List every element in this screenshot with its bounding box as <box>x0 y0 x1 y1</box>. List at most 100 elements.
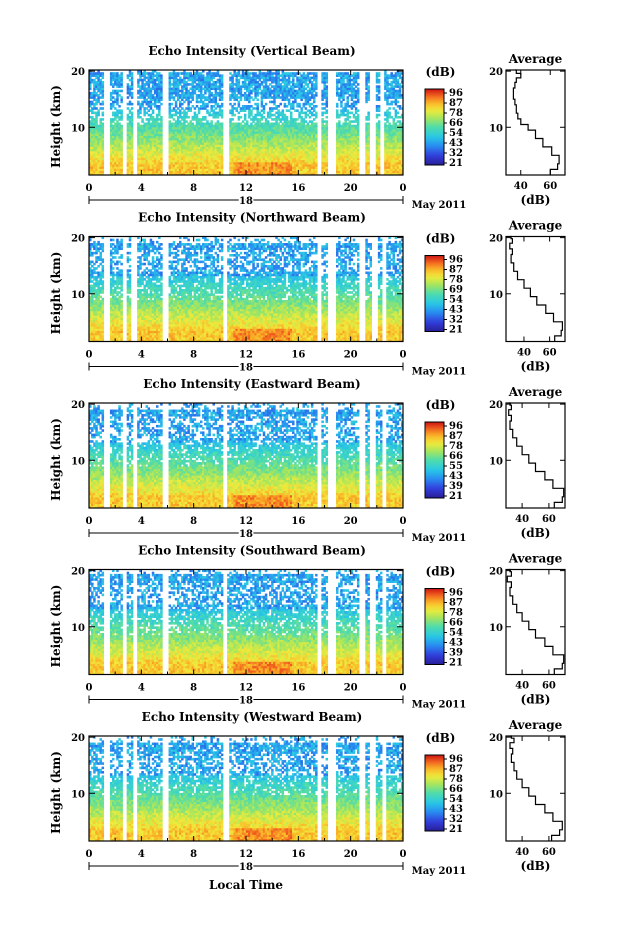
average-frame <box>506 403 565 508</box>
y-tick-label: 20 <box>71 67 85 78</box>
x-tick-label: 0 <box>86 516 93 527</box>
x-tick-label: 16 <box>291 183 305 194</box>
x-tick-label: 0 <box>86 683 93 694</box>
panel-title: Echo Intensity (Northward Beam) <box>138 211 366 225</box>
y-tick-label: 10 <box>71 789 85 800</box>
x-tick-label: 8 <box>190 183 197 194</box>
average-y-tick-label: 20 <box>489 567 503 578</box>
average-x-tick-label: 60 <box>542 514 556 525</box>
heatmap <box>89 70 403 175</box>
average-frame <box>506 736 565 841</box>
y-tick-label: 20 <box>71 234 85 245</box>
average-frame <box>506 237 565 342</box>
x-tick-label: 20 <box>344 516 358 527</box>
average-y-tick-label: 10 <box>489 290 503 301</box>
colorbar <box>425 89 444 165</box>
panel-title: Echo Intensity (Southward Beam) <box>138 544 366 558</box>
x-tick-label: 16 <box>291 516 305 527</box>
heatmap <box>89 736 403 841</box>
average-y-tick-label: 10 <box>489 623 503 634</box>
x-tick-label: 20 <box>344 683 358 694</box>
x-tick-label: 0 <box>86 849 93 860</box>
panel-title: Echo Intensity (Westward Beam) <box>142 710 363 724</box>
x-tick-label: 12 <box>239 683 253 694</box>
average-x-tick-label: 40 <box>514 181 528 192</box>
x-tick-label: 0 <box>86 183 93 194</box>
average-x-label: (dB) <box>521 360 551 374</box>
colorbar-tick-label: 21 <box>449 658 463 669</box>
x-tick-label: 8 <box>190 683 197 694</box>
average-y-tick-label: 20 <box>489 733 503 744</box>
x-axis-label: Local Time <box>209 878 283 892</box>
average-title: Average <box>508 718 563 732</box>
panel-3: Echo Intensity (Eastward Beam) Height (km… <box>49 377 565 544</box>
x-tick-label: 0 <box>400 683 407 694</box>
average-frame <box>506 570 565 675</box>
month-label: May 2011 <box>412 367 467 378</box>
y-tick-label: 10 <box>71 123 85 134</box>
average-x-label: (dB) <box>521 193 551 207</box>
x-tick-label: 0 <box>400 849 407 860</box>
panel-4: Echo Intensity (Southward Beam)Height (k… <box>49 544 565 711</box>
average-y-tick-label: 20 <box>489 234 503 245</box>
month-label: May 2011 <box>412 700 467 711</box>
average-y-tick-label: 20 <box>489 400 503 411</box>
y-tick-label: 10 <box>71 290 85 301</box>
average-x-tick-label: 40 <box>515 681 529 692</box>
panel-2: Echo Intensity (Northward Beam)Height (k… <box>49 211 565 378</box>
x-tick-label: 4 <box>138 516 145 527</box>
x-tick-label: 12 <box>239 183 253 194</box>
y-tick-label: 20 <box>71 567 85 578</box>
average-title: Average <box>508 52 563 66</box>
average-x-tick-label: 40 <box>515 514 529 525</box>
average-x-tick-label: 60 <box>542 681 556 692</box>
panel-1: Echo Intensity (Vertical Beam) Height (km… <box>49 44 565 211</box>
x-tick-label: 16 <box>291 350 305 361</box>
x-tick-label: 4 <box>138 683 145 694</box>
colorbar-unit: (dB) <box>426 398 456 412</box>
y-tick-label: 20 <box>71 733 85 744</box>
x-tick-label: 4 <box>138 849 145 860</box>
average-x-label: (dB) <box>521 859 551 873</box>
y-axis-label: Height (km) <box>49 418 63 501</box>
y-axis-label: Height (km) <box>49 85 63 168</box>
x-tick-label: 4 <box>138 350 145 361</box>
colorbar <box>425 589 444 665</box>
y-axis-label: Height (km) <box>49 751 63 834</box>
colorbar <box>425 422 444 498</box>
day-marker: 18 <box>239 696 253 707</box>
x-tick-label: 20 <box>344 183 358 194</box>
x-tick-label: 16 <box>291 683 305 694</box>
echo-intensity-figure: Echo Intensity (Vertical Beam) Height (km… <box>0 0 621 929</box>
colorbar-tick-label: 21 <box>449 325 463 336</box>
heatmap <box>89 570 403 675</box>
x-tick-label: 8 <box>190 350 197 361</box>
day-marker: 18 <box>239 529 253 540</box>
x-tick-label: 12 <box>239 849 253 860</box>
colorbar-unit: (dB) <box>426 565 456 579</box>
day-marker: 18 <box>239 363 253 374</box>
average-x-tick-label: 60 <box>543 348 557 359</box>
average-y-tick-label: 10 <box>489 789 503 800</box>
panel-title: Echo Intensity (Eastward Beam) <box>143 377 360 391</box>
x-tick-label: 20 <box>344 849 358 860</box>
average-x-tick-label: 40 <box>517 348 531 359</box>
x-tick-label: 8 <box>190 516 197 527</box>
average-y-tick-label: 20 <box>489 67 503 78</box>
y-tick-label: 10 <box>71 623 85 634</box>
x-tick-label: 0 <box>400 516 407 527</box>
panel-title: Echo Intensity (Vertical Beam) <box>148 44 355 58</box>
x-tick-label: 4 <box>138 183 145 194</box>
month-label: May 2011 <box>412 866 467 877</box>
heatmap <box>89 403 403 508</box>
average-title: Average <box>508 552 563 566</box>
x-tick-label: 16 <box>291 849 305 860</box>
colorbar-tick-label: 21 <box>449 158 463 169</box>
average-title: Average <box>508 385 563 399</box>
month-label: May 2011 <box>412 533 467 544</box>
colorbar-unit: (dB) <box>426 65 456 79</box>
x-tick-label: 12 <box>239 350 253 361</box>
x-tick-label: 12 <box>239 516 253 527</box>
